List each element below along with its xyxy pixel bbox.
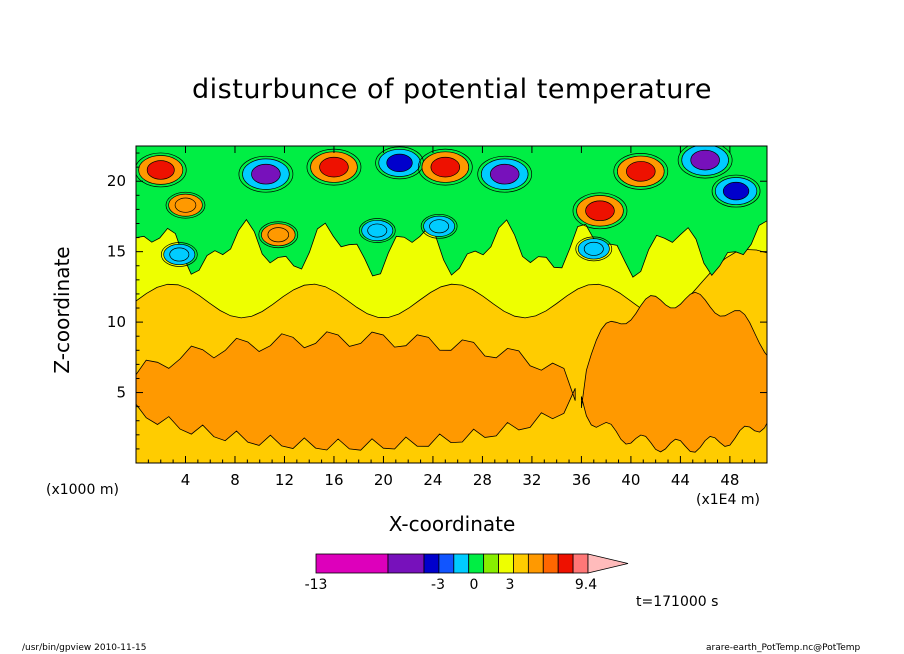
x-tick-label: 36 bbox=[572, 471, 591, 489]
x-tick-label: 28 bbox=[473, 471, 492, 489]
colorbar-swatch bbox=[438, 553, 455, 574]
cell-core-13 bbox=[169, 247, 190, 262]
x-tick-label: 16 bbox=[324, 471, 343, 489]
x-tick-label: 48 bbox=[720, 471, 739, 489]
x-tick-label: 40 bbox=[621, 471, 640, 489]
footer-left: /usr/bin/gpview 2010-11-15 bbox=[22, 643, 147, 653]
colorbar-arrow bbox=[587, 553, 629, 574]
cell-core-15 bbox=[267, 227, 290, 243]
colorbar-tick-label: 9.4 bbox=[575, 577, 597, 593]
x-tick-label: 8 bbox=[230, 471, 240, 489]
cell-ring-7 bbox=[572, 192, 628, 230]
cell-ring-14 bbox=[575, 236, 613, 262]
plot-frame bbox=[135, 145, 768, 464]
x-tick-label: 4 bbox=[181, 471, 191, 489]
cell-core-14 bbox=[583, 241, 604, 256]
colorbar-tick-label: -3 bbox=[431, 577, 445, 593]
colorbar-swatch bbox=[315, 553, 389, 574]
y-axis-unit: (x1000 m) bbox=[46, 482, 119, 498]
colorbar-swatch bbox=[513, 553, 529, 574]
cell-core-11 bbox=[367, 223, 388, 238]
cell-ring-1 bbox=[165, 191, 206, 219]
cell-core-12 bbox=[429, 219, 450, 234]
y-tick-label: 5 bbox=[116, 384, 126, 402]
colorbar-swatch bbox=[453, 553, 470, 574]
cell-ring-8 bbox=[613, 153, 669, 190]
x-tick-label: 24 bbox=[423, 471, 442, 489]
x-axis-unit: (x1E4 m) bbox=[696, 492, 760, 508]
colorbar-swatch bbox=[483, 553, 499, 574]
cell-ring-15 bbox=[258, 221, 299, 249]
y-tick-label: 10 bbox=[107, 313, 126, 331]
time-label: t=171000 s bbox=[636, 594, 719, 610]
colorbar-swatch bbox=[557, 553, 574, 574]
cell-ring-11 bbox=[358, 218, 396, 243]
x-axis-label: X-coordinate bbox=[388, 512, 516, 536]
band-deep_band-east bbox=[581, 291, 767, 453]
chart-title: disturbunce of potential temperature bbox=[192, 74, 712, 105]
plot-area bbox=[136, 146, 767, 463]
colorbar-swatch bbox=[527, 553, 544, 574]
cell-ring-2 bbox=[238, 155, 294, 193]
y-tick-label: 20 bbox=[107, 172, 126, 190]
y-tick-label: 15 bbox=[107, 243, 126, 261]
colorbar-swatch bbox=[498, 553, 514, 574]
cell-core-4 bbox=[386, 153, 413, 173]
cell-core-10 bbox=[722, 181, 750, 201]
colorbar-swatch bbox=[423, 553, 440, 574]
cell-ring-10 bbox=[711, 174, 761, 208]
cell-core-3 bbox=[319, 156, 349, 178]
x-tick-label: 32 bbox=[522, 471, 541, 489]
x-tick-label: 44 bbox=[671, 471, 690, 489]
colorbar: -13 -3 0 3 9.4 bbox=[305, 553, 629, 593]
cell-core-7 bbox=[585, 200, 615, 222]
cell-core-5 bbox=[430, 156, 461, 178]
cell-ring-9 bbox=[677, 146, 733, 179]
colorbar-tick-label: 3 bbox=[506, 577, 515, 593]
colorbar-tick-label: 0 bbox=[470, 577, 479, 593]
cell-ring-12 bbox=[420, 213, 458, 239]
colorbar-swatch bbox=[542, 553, 559, 574]
cell-core-6 bbox=[489, 163, 520, 185]
cell-core-0 bbox=[146, 160, 175, 180]
colorbar-swatch bbox=[572, 553, 589, 574]
colorbar-tick-label: -13 bbox=[305, 577, 328, 593]
x-tick-label: 12 bbox=[275, 471, 294, 489]
cell-ring-5 bbox=[417, 148, 473, 186]
cell-core-8 bbox=[626, 161, 656, 182]
cell-ring-6 bbox=[477, 155, 533, 193]
band-deep_band-west bbox=[136, 331, 576, 451]
cell-ring-0 bbox=[136, 152, 187, 188]
cell-core-2 bbox=[251, 163, 281, 185]
colorbar-swatch bbox=[387, 553, 425, 574]
cell-core-1 bbox=[174, 197, 197, 213]
colorbar-swatch bbox=[468, 553, 485, 574]
cell-core-9 bbox=[690, 149, 720, 171]
band-turbulent-zone bbox=[136, 146, 767, 278]
footer-right: arare-earth_PotTemp.nc@PotTemp bbox=[706, 643, 861, 653]
cell-ring-13 bbox=[160, 242, 198, 267]
x-tick-label: 20 bbox=[374, 471, 393, 489]
